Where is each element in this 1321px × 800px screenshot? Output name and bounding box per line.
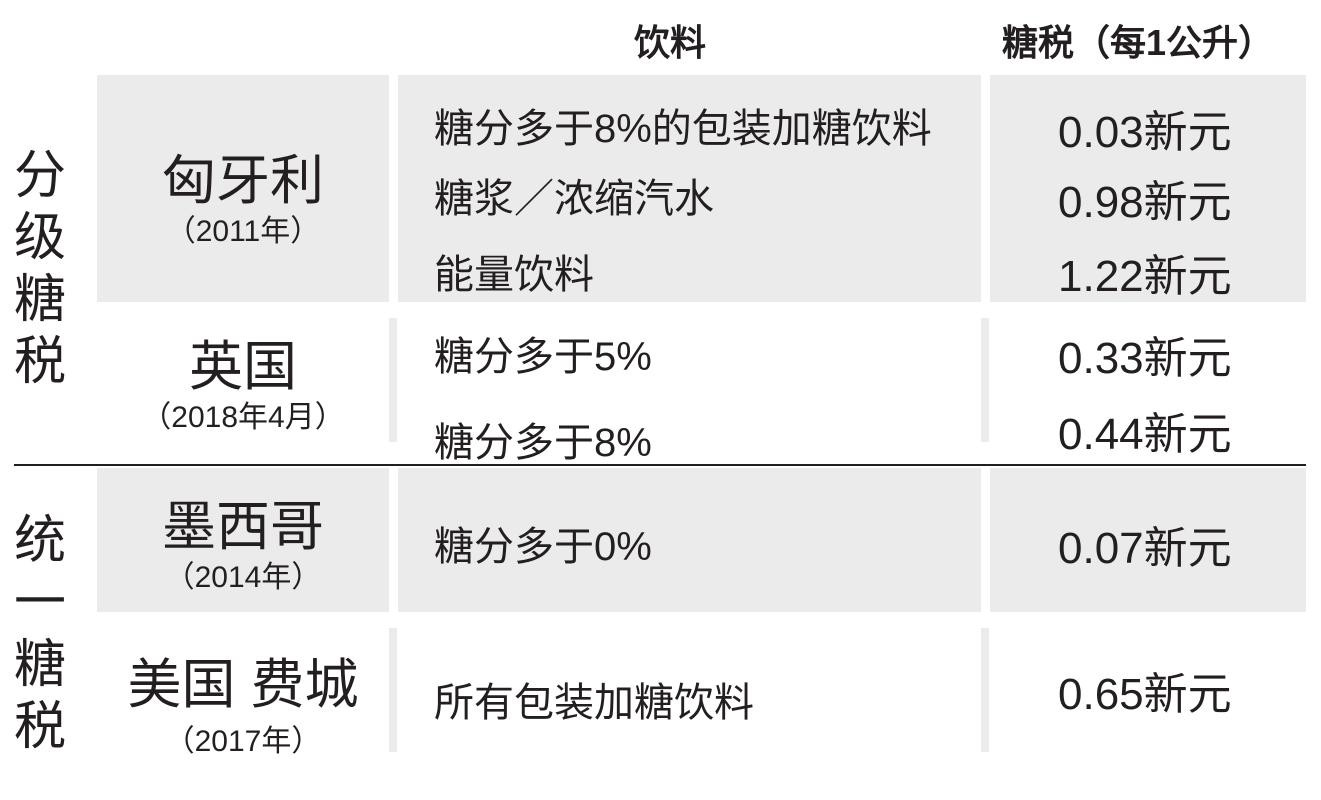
drink-label: 糖分多于0%: [434, 525, 652, 569]
cell-bg: [398, 75, 981, 302]
tax-value: 0.65新元: [1058, 670, 1232, 719]
tax-value: 0.33新元: [1058, 334, 1232, 383]
country-name: 美国 费城: [127, 655, 359, 715]
tax-value: 0.98新元: [1058, 178, 1232, 227]
drink-label: 糖分多于8%: [434, 421, 652, 465]
cell-bg: [990, 75, 1306, 302]
country-name: 英国: [189, 337, 297, 397]
divider: [389, 318, 397, 442]
divider: [981, 628, 989, 752]
country-year: （2018年4月）: [141, 401, 345, 434]
cell-bg: [398, 468, 981, 612]
drink-label: 糖浆／浓缩汽水: [434, 177, 714, 221]
cell-bg: [97, 468, 389, 612]
country-name: 匈牙利: [162, 151, 324, 211]
drink-label: 糖分多于8%的包装加糖饮料: [434, 107, 932, 151]
country-name: 墨西哥: [162, 497, 324, 557]
drink-label: 糖分多于5%: [434, 335, 652, 379]
country-year: （2011年）: [165, 215, 321, 248]
country-year: （2017年）: [164, 725, 322, 758]
group-separator: [14, 464, 1306, 466]
tax-value: 1.22新元: [1058, 252, 1232, 301]
cell-bg: [97, 75, 389, 302]
tax-value: 0.44新元: [1058, 410, 1232, 459]
tax-value: 0.03新元: [1058, 108, 1232, 157]
tax-value: 0.07新元: [1058, 524, 1232, 573]
drink-label: 所有包装加糖饮料: [434, 681, 754, 725]
group-label-tiered: 分级糖税: [13, 147, 66, 391]
country-year: （2014年）: [164, 561, 322, 594]
drink-label: 能量饮料: [434, 253, 594, 297]
header-tax: 糖税（每1公升）: [1002, 22, 1275, 63]
group-label-uniform: 统一糖税: [13, 512, 66, 756]
divider: [981, 318, 989, 442]
divider: [389, 628, 397, 752]
header-drink: 饮料: [634, 22, 707, 63]
cell-bg: [990, 468, 1306, 612]
